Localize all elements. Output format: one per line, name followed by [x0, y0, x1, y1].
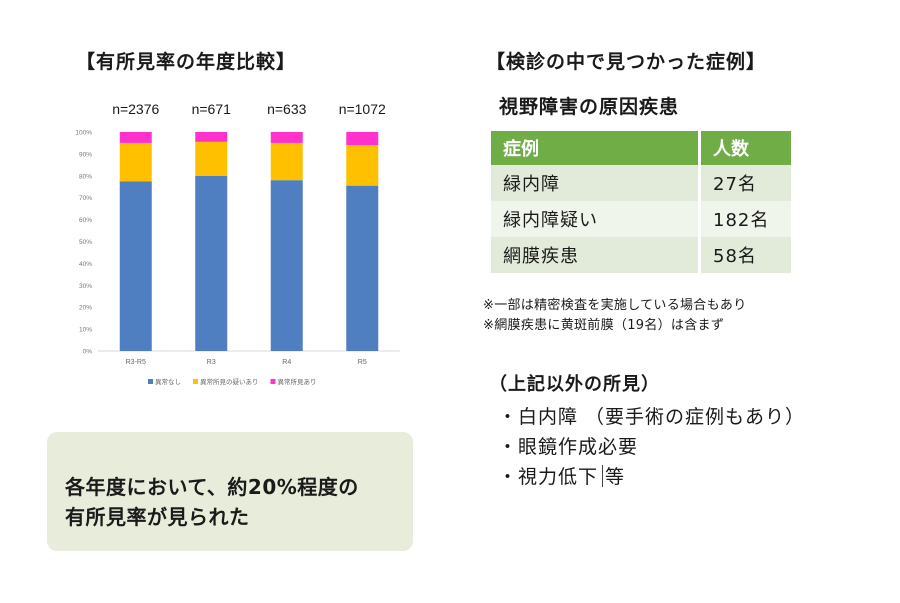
bar-segment: [119, 181, 152, 351]
table-header-count: 人数: [699, 131, 791, 165]
legend-swatch: [148, 379, 153, 384]
y-tick-label: 30%: [79, 283, 92, 290]
table-cell-case: 網膜疾患: [491, 237, 701, 273]
summary-note: 各年度において、約20%程度の 有所見率が見られた: [65, 472, 359, 532]
list-item: ・視力低下等: [498, 462, 805, 492]
legend-label: 異常所見の疑いあり: [200, 377, 259, 386]
findings-section-title: 【検診の中で見つかった症例】: [486, 51, 767, 73]
legend-swatch: [193, 379, 198, 384]
findings-table: 症例 人数 緑内障 27名 緑内障疑い 182名 網膜疾患 58名: [491, 131, 791, 273]
chart-section-title: 【有所見率の年度比較】: [76, 51, 297, 73]
list-item: ・眼鏡作成必要: [498, 436, 639, 458]
x-tick-label: R3: [207, 359, 216, 366]
bar-segment: [195, 175, 228, 351]
y-tick-label: 20%: [79, 305, 92, 312]
bar-segment: [195, 141, 228, 176]
table-cell-case: 緑内障疑い: [491, 201, 701, 237]
legend-swatch: [270, 379, 276, 384]
legend-label: 異常なし: [155, 377, 181, 386]
list-item: ・白内障 （要手術の症例もあり）: [498, 406, 806, 428]
other-findings-list: ・白内障 （要手術の症例もあり） ・眼鏡作成必要 ・視力低下等: [498, 402, 805, 492]
table-header-row: 症例 人数: [491, 131, 791, 165]
footnote-2: ※網膜疾患に黄斑前膜（19名）は含まず: [483, 318, 725, 333]
list-item-suffix: 等: [605, 466, 626, 488]
bar-segment: [119, 132, 152, 143]
bar-segment: [270, 180, 303, 351]
table-cell-case: 緑内障: [491, 165, 701, 201]
summary-note-box: [47, 432, 413, 551]
table-row: 緑内障疑い 182名: [491, 201, 791, 237]
findings-subtitle: 視野障害の原因疾患: [499, 96, 680, 118]
x-tick-label: R5: [358, 359, 367, 366]
y-tick-label: 50%: [79, 239, 92, 246]
footnote-1: ※一部は精密検査を実施している場合もあり: [483, 298, 747, 313]
y-tick-label: 80%: [79, 173, 92, 180]
y-tick-label: 0%: [83, 349, 93, 356]
x-tick-label: R4: [282, 359, 291, 366]
y-tick-label: 70%: [79, 195, 92, 202]
bar-segment: [346, 185, 379, 351]
bar-segment: [270, 132, 303, 143]
text-cursor: [602, 465, 604, 487]
legend-label: 異常所見あり: [278, 377, 317, 386]
table-row: 網膜疾患 58名: [491, 237, 791, 273]
table-row: 緑内障 27名: [491, 165, 791, 201]
bar-segment: [195, 132, 228, 142]
y-tick-label: 60%: [79, 217, 92, 224]
x-tick-label: R3-R5: [126, 359, 146, 366]
bar-segment: [346, 145, 379, 186]
bar-segment: [119, 142, 152, 182]
list-item-text: ・視力低下: [498, 466, 599, 488]
sample-size-label: n=671: [192, 101, 232, 117]
table-cell-count: 182名: [699, 201, 791, 237]
sample-size-label: n=1072: [339, 101, 386, 117]
y-tick-label: 100%: [75, 130, 92, 137]
y-tick-label: 10%: [79, 327, 92, 334]
table-header-case: 症例: [491, 131, 701, 165]
y-tick-label: 90%: [79, 151, 92, 158]
summary-note-line-1: 各年度において、約20%程度の: [65, 475, 359, 499]
bar-segment: [270, 142, 303, 181]
other-findings-title: （上記以外の所見）: [489, 374, 660, 395]
stacked-bar-chart: 0% 10% 20% 30% 40% 50% 60% 70% 80% 90% 100% R3-R5 n=…: [75, 101, 400, 386]
bar-segment: [346, 132, 379, 146]
sample-size-label: n=2376: [112, 101, 159, 117]
y-tick-label: 40%: [79, 261, 92, 268]
sample-size-label: n=633: [267, 101, 307, 117]
table-cell-count: 27名: [699, 165, 791, 201]
table-cell-count: 58名: [699, 237, 791, 273]
summary-note-line-2: 有所見率が見られた: [65, 505, 250, 529]
